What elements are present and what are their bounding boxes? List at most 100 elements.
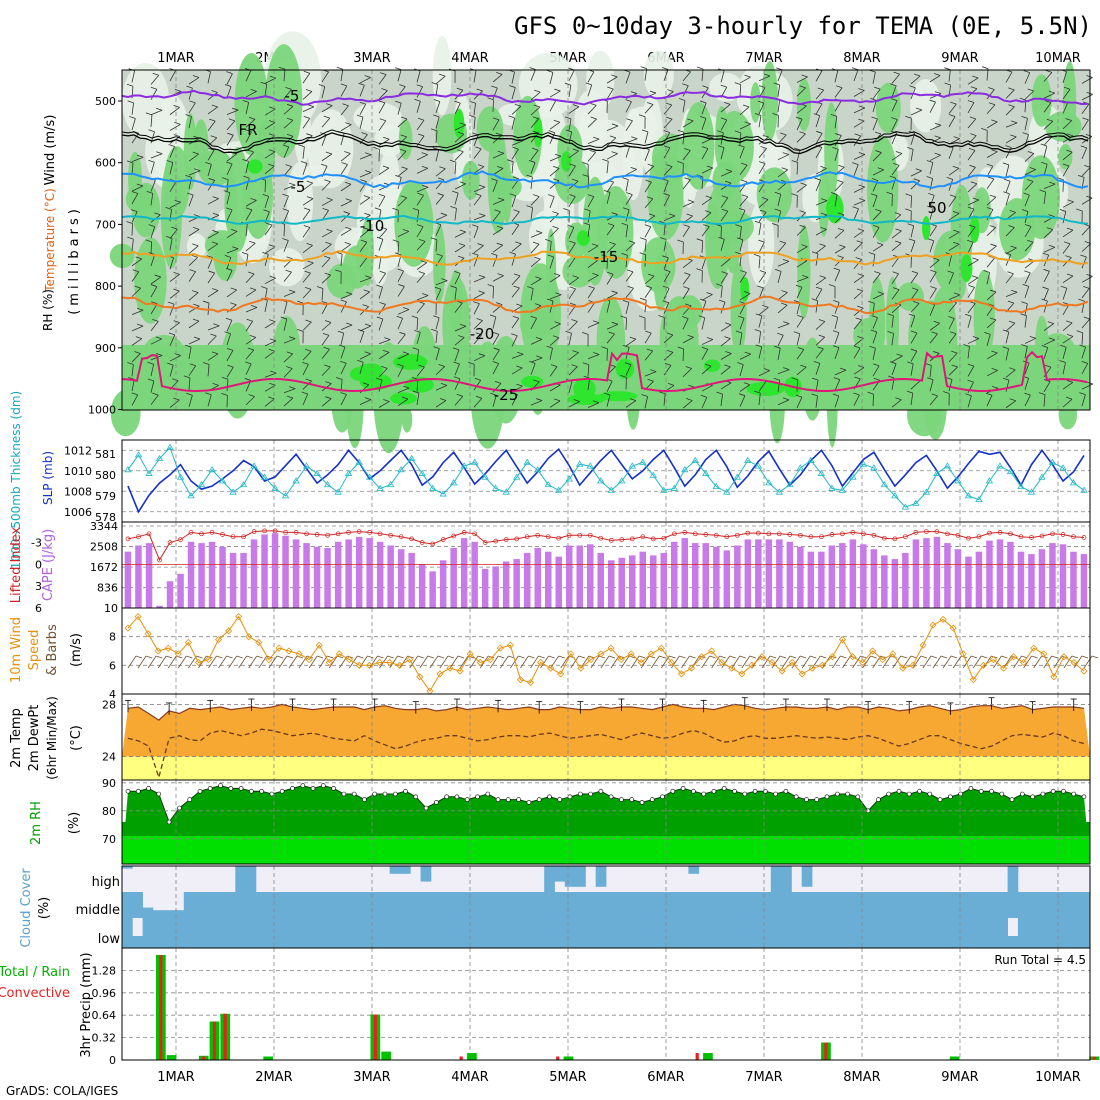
wind-barb	[225, 161, 233, 176]
cloud-cell-middle	[770, 892, 782, 918]
thickness-marker	[407, 454, 416, 462]
rh2m-marker	[814, 797, 820, 802]
wind-barb-shaft	[511, 195, 517, 208]
wind-barb	[302, 270, 311, 283]
wind-barb	[720, 117, 728, 131]
wind-barb	[127, 362, 134, 377]
wind-barb-shaft	[929, 124, 942, 131]
wind-barb-flag	[953, 136, 960, 140]
wind-barb-flag	[289, 336, 296, 340]
wind-barb	[663, 193, 670, 207]
cloud-cell-low	[585, 918, 597, 948]
wind-barb-flag	[967, 363, 975, 367]
cloud-cell-low	[719, 918, 730, 948]
wind10-barb	[741, 655, 751, 669]
wind-barb-flag	[984, 331, 991, 335]
wind-barb-flag	[173, 105, 180, 108]
wind-barb-shaft	[321, 257, 331, 268]
wind-barb	[202, 362, 210, 377]
wind-barb-shaft	[188, 320, 200, 329]
wind-barb-shaft	[777, 84, 781, 97]
wind-barb-shaft	[150, 394, 159, 405]
wind-barb-flag	[478, 353, 485, 357]
wind-barb	[359, 351, 371, 360]
rh2m-marker	[475, 794, 480, 800]
cape-bar	[240, 552, 247, 608]
wind-barb	[511, 351, 524, 359]
wind-barb-flag	[459, 122, 466, 126]
wind-barb	[1081, 361, 1089, 375]
wind-barb-shaft	[169, 334, 176, 346]
wind-barb-shaft	[739, 239, 744, 252]
wind-barb	[530, 355, 543, 363]
wind-barb-flag	[783, 367, 790, 370]
wind-barb-flag	[532, 241, 540, 245]
wind-barb-shaft	[378, 102, 386, 114]
wind-barb-flag	[497, 150, 505, 154]
thickness-marker	[292, 477, 300, 484]
wind-barb-flag	[1027, 239, 1034, 243]
wind-barb-flag	[154, 212, 161, 216]
wind-barb-shaft	[891, 304, 902, 314]
thickness-marker	[523, 458, 531, 465]
contour-label: -5	[291, 178, 306, 196]
wind-barb-flag	[304, 286, 312, 290]
thickness-marker	[334, 488, 342, 495]
wind-barb-flag	[991, 350, 998, 354]
cape-bar	[1070, 551, 1077, 608]
thickness-marker	[449, 479, 458, 486]
cloud-cell-middle	[348, 892, 360, 918]
wind-barb	[207, 118, 216, 131]
wind-barb	[245, 361, 252, 375]
wind-barb-shaft	[549, 256, 555, 269]
wind-barb-shaft	[986, 227, 997, 236]
wind-barb-flag	[550, 364, 558, 368]
wind-barb	[433, 346, 440, 361]
li-marker	[1060, 532, 1066, 537]
cloud-cell-middle	[533, 892, 545, 918]
wind-barb-shaft	[682, 274, 691, 285]
wind10-marker	[899, 664, 907, 672]
cloud-cell-high	[122, 866, 133, 869]
wind-barb	[492, 331, 500, 345]
wind-barb-shaft	[568, 242, 576, 254]
wind-barb-shaft	[606, 125, 619, 131]
temp2m-line	[127, 703, 1085, 721]
wind-barb-shaft	[492, 244, 503, 253]
wind-barb	[301, 391, 309, 406]
cape-bar	[776, 539, 783, 608]
cloud-cell-low	[657, 918, 669, 948]
cloud-cell-middle	[1038, 892, 1050, 918]
wind-barb-flag	[212, 196, 219, 200]
wind-barb-shaft	[150, 276, 162, 285]
wind-barb-flag	[168, 332, 175, 336]
wind-barb-flag	[581, 331, 589, 335]
wind-barb	[735, 330, 743, 345]
wind-barb-shaft	[530, 69, 536, 81]
rh2m-marker	[783, 788, 789, 794]
wind-barb-flag	[529, 67, 536, 70]
wind-barb	[245, 116, 256, 128]
wind-barb-flag	[663, 193, 670, 196]
wind-barb	[1024, 167, 1036, 176]
wind-barb	[644, 196, 654, 209]
rh2m-marker	[125, 788, 131, 794]
wind10-marker	[959, 650, 967, 658]
wind-barb-shaft	[245, 337, 257, 345]
wind-barb	[758, 270, 767, 283]
dewpt-line	[127, 728, 1085, 780]
wind-barb-shaft	[777, 169, 788, 178]
cloud-cell-middle	[482, 892, 494, 918]
wind-barb	[777, 302, 788, 314]
wind-barb-flag	[374, 207, 382, 211]
rh-shade-pale	[374, 124, 405, 157]
wind-barb	[907, 223, 915, 238]
wind-barb	[321, 241, 332, 252]
wind10-barb-flag	[981, 655, 988, 659]
wind-barb-shaft	[720, 119, 728, 131]
wind-barb-flag	[212, 383, 219, 386]
wind-barb	[321, 197, 333, 206]
wind-barb	[568, 104, 580, 114]
wind-barb	[720, 364, 731, 375]
date-label-top: 9MAR	[941, 51, 978, 66]
